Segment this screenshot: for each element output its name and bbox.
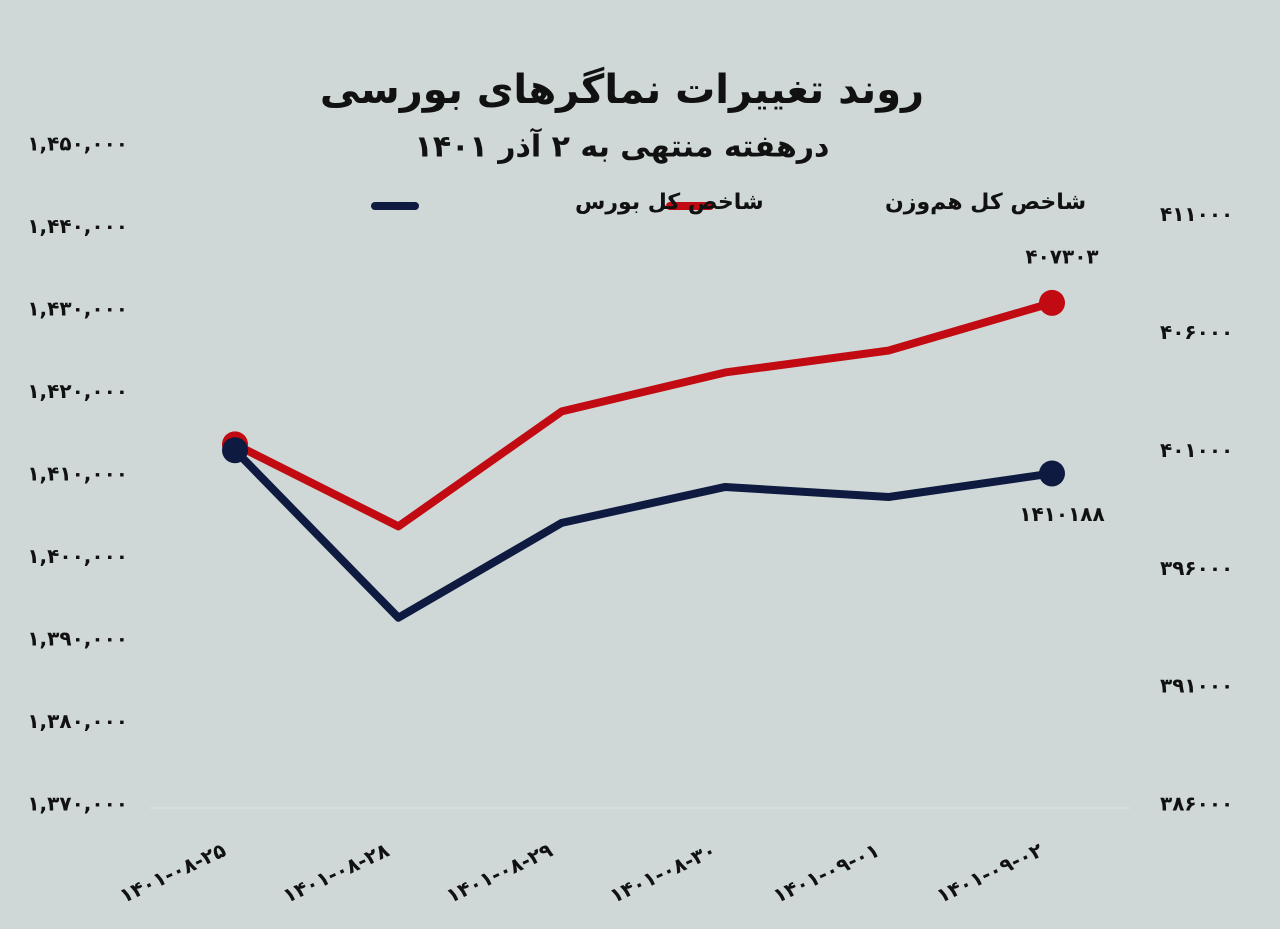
end-marker [1039,289,1065,316]
y-tick-label: ۱,۴۳۰,۰۰۰ [27,297,128,321]
y2-tick-label: ۴۰۱۰۰۰ [1160,438,1233,462]
y2-tick-label: ۴۰۶۰۰۰ [1160,320,1233,344]
value-label: ۴۰۷۳۰۳ [1025,244,1098,268]
x-tick-label: ۱۴۰۱-۰۸-۳۰ [606,838,720,908]
legend-label: شاخص کل هم‌وزن [885,190,1086,215]
y-tick-label: ۱,۴۴۰,۰۰۰ [27,214,128,238]
x-tick-label: ۱۴۰۱-۰۸-۲۵ [116,838,230,908]
y2-tick-label: ۴۱۱۰۰۰ [1160,202,1233,226]
x-tick-label: ۱۴۰۱-۰۸-۲۸ [279,838,393,908]
y2-tick-label: ۳۹۶۰۰۰ [1160,556,1233,580]
y-tick-label: ۱,۳۸۰,۰۰۰ [27,709,128,733]
y2-tick-label: ۳۹۱۰۰۰ [1160,674,1233,698]
y-tick-label: ۱,۳۷۰,۰۰۰ [27,792,128,816]
end-marker [222,437,248,464]
y-tick-label: ۱,۴۱۰,۰۰۰ [27,462,128,486]
chart-title: روند تغییرات نماگرهای بورسی [320,66,924,113]
legend-label: شاخص کل بورس [575,190,764,215]
y2-tick-label: ۳۸۶۰۰۰ [1160,792,1233,816]
y-tick-label: ۱,۴۵۰,۰۰۰ [27,132,128,156]
x-tick-label: ۱۴۰۱-۰۹-۰۱ [769,838,883,908]
x-tick-label: ۱۴۰۱-۰۸-۲۹ [443,838,557,908]
x-tick-label: ۱۴۰۱-۰۹-۰۲ [933,838,1047,908]
y-tick-label: ۱,۳۹۰,۰۰۰ [27,627,128,651]
y-tick-label: ۱,۴۰۰,۰۰۰ [27,544,128,568]
chart-subtitle: درهفته منتهی به ۲ آذر ۱۴۰۱ [415,128,830,165]
value-label: ۱۴۱۰۱۸۸ [1019,502,1104,526]
end-marker [1039,460,1065,487]
series-line [233,299,1054,531]
series-line [232,447,1053,622]
y-tick-label: ۱,۴۲۰,۰۰۰ [27,379,128,403]
